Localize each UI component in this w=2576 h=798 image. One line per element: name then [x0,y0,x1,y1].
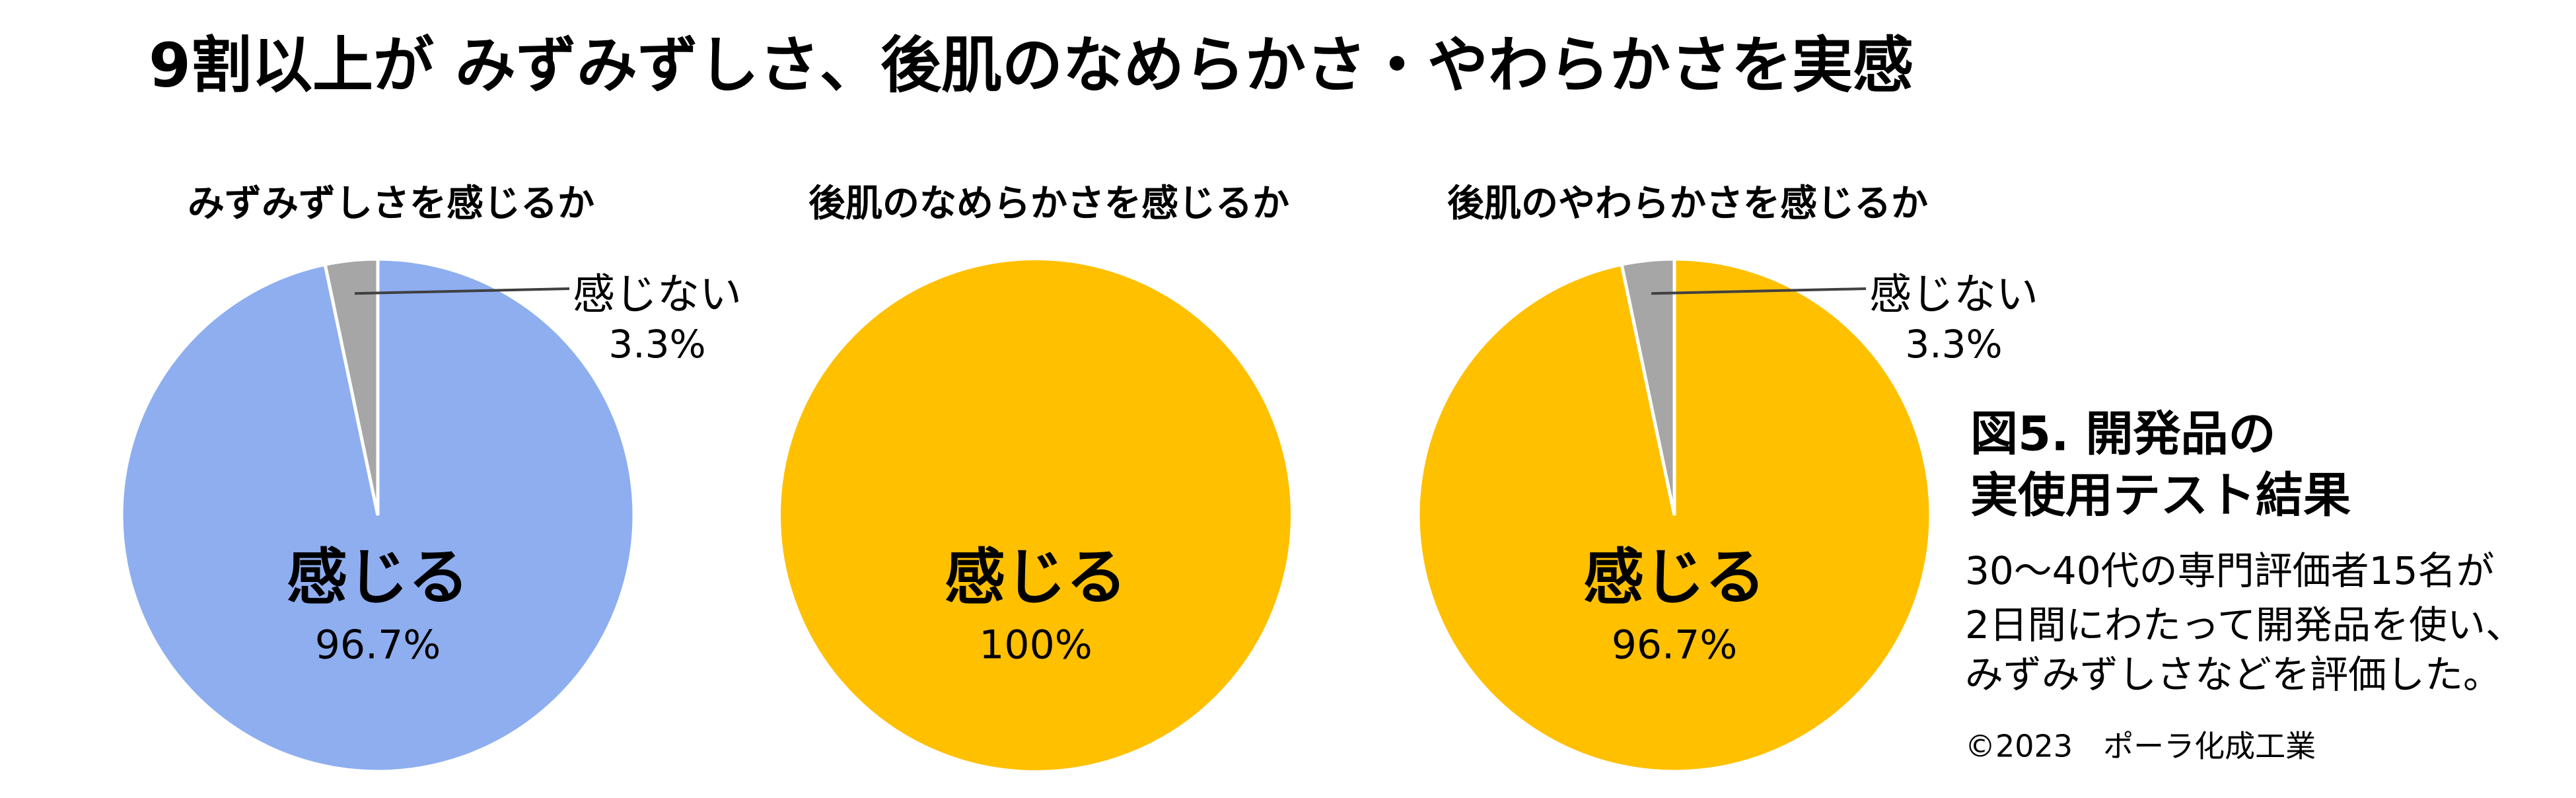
pie-title: 後肌のなめらかさを感じるか [808,182,1289,225]
caption-text: みずみずしさなどを評価した。 [1965,652,2501,697]
value-label: 3.3% [608,322,705,367]
caption-text: 30～40代の専門評価者15名が [1965,548,2494,593]
category-label: 感じる [1583,542,1766,612]
leader-line [1651,287,1867,295]
category-label: 感じない [1869,271,2038,320]
main-title: 9割以上が みずみずしさ、後肌のなめらかさ・やわらかさを実感 [149,30,1914,100]
caption-heading: 実使用テスト結果 [1970,468,2351,523]
pie-slice [778,258,1293,773]
leader-line [355,287,570,295]
pie-title: 後肌のやわらかさを感じるか [1447,182,1928,225]
caption-text: 2日間にわたって開発品を使い、 [1965,602,2524,647]
value-label: 100% [979,622,1092,669]
category-label: 感じる [287,542,469,612]
category-label: 感じる [945,542,1127,612]
copyright: ©2023 ポーラ化成工業 [1965,729,2316,764]
caption-heading: 図5. 開発品の [1970,406,2276,462]
pie-title: みずみずしさを感じるか [188,182,594,225]
pie-slice [323,257,380,516]
pie-slice [1620,257,1676,516]
value-label: 96.7% [315,622,441,669]
value-label: 3.3% [1905,322,2002,367]
category-label: 感じない [573,271,742,320]
value-label: 96.7% [1612,622,1738,669]
